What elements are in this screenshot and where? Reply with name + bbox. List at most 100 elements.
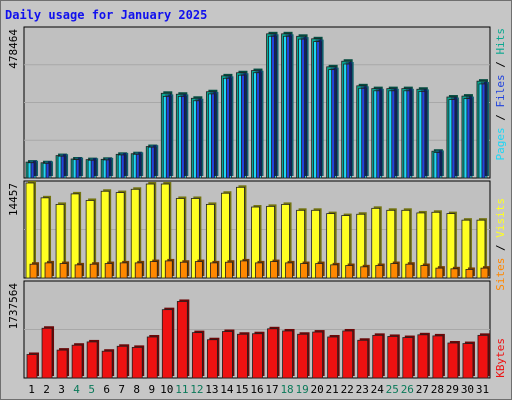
sites-bar [450, 266, 460, 279]
kbytes-bar [176, 299, 190, 379]
sites-bar [420, 263, 430, 279]
x-tick-label: 19 [295, 383, 308, 396]
kbytes-bar [146, 334, 160, 379]
kbytes-bar [56, 348, 70, 379]
y-max-label-hits: 478464 [7, 29, 20, 69]
kbytes-bar [41, 326, 55, 379]
sites-bar [194, 259, 205, 279]
kbytes-bar [206, 337, 220, 379]
kbytes-bar [267, 326, 280, 379]
x-tick-label: 31 [476, 383, 489, 396]
x-tick-label: 1 [28, 383, 35, 396]
sites-bar [315, 261, 325, 279]
files-bar [195, 98, 202, 179]
sites-bar [104, 261, 115, 279]
sites-bar [29, 262, 39, 279]
legend: Sites / Visits [494, 198, 507, 291]
files-bar [105, 157, 112, 179]
x-tick-label: 16 [250, 383, 263, 396]
sites-bar [164, 258, 175, 279]
kbytes-bar [402, 335, 415, 379]
sites-bar [134, 260, 145, 279]
legend-item: Files [494, 74, 507, 107]
files-bar [406, 88, 412, 179]
kbytes-bar [26, 352, 39, 379]
legend: Pages / Files / Hits [494, 28, 507, 161]
legend-separator: / [494, 55, 507, 75]
files-bar [391, 88, 397, 179]
files-bar [346, 62, 352, 179]
x-tick-label: 28 [431, 383, 444, 396]
files-bar [90, 158, 97, 179]
legend-separator: / [494, 238, 507, 258]
x-tick-label: 11 [175, 383, 188, 396]
sites-bar [255, 260, 265, 279]
sites-bar [435, 266, 445, 279]
files-bar [316, 39, 322, 179]
sites-bar [465, 267, 475, 279]
sites-bar [405, 262, 415, 279]
legend-item: Pages [494, 127, 507, 160]
sites-bar [44, 260, 55, 279]
files-bar [180, 94, 187, 179]
kbytes-bar [357, 338, 370, 379]
x-tick-label: 26 [401, 383, 414, 396]
x-tick-label: 7 [118, 383, 125, 396]
panel-visits: 14457 [7, 180, 491, 279]
sites-bar [270, 259, 280, 279]
x-tick-label: 15 [235, 383, 248, 396]
kbytes-bar [191, 330, 205, 379]
files-bar [150, 145, 157, 179]
sites-bar [285, 260, 295, 279]
chart-title: Daily usage for January 2025 [5, 8, 207, 22]
x-tick-label: 8 [133, 383, 140, 396]
kbytes-bar [86, 339, 100, 379]
panel-kbytes: 1737564 [7, 280, 491, 379]
files-bar [361, 86, 367, 179]
files-bar [30, 160, 36, 179]
kbytes-bar [131, 345, 145, 379]
x-tick-label: 18 [280, 383, 293, 396]
sites-bar [74, 262, 85, 279]
kbytes-bar [477, 333, 490, 379]
x-tick-label: 14 [220, 383, 234, 396]
files-bar [60, 154, 67, 179]
kbytes-bar [417, 332, 430, 379]
x-tick-label: 25 [386, 383, 399, 396]
kbytes-bar [252, 331, 265, 379]
kbytes-bar [312, 330, 325, 379]
legend: KBytes [494, 338, 507, 378]
x-tick-label: 21 [326, 383, 339, 396]
x-tick-label: 13 [205, 383, 218, 396]
files-bar [165, 94, 172, 179]
files-bar [286, 34, 292, 179]
x-tick-label: 12 [190, 383, 203, 396]
files-bar [481, 81, 487, 179]
kbytes-bar [447, 341, 460, 379]
sites-bar [330, 262, 340, 279]
kbytes-bar [372, 333, 385, 379]
sites-bar [59, 261, 70, 279]
x-tick-label: 6 [103, 383, 110, 396]
sites-bar [375, 263, 385, 279]
files-bar [75, 157, 82, 179]
kbytes-bar [237, 332, 250, 379]
x-tick-label: 24 [371, 383, 385, 396]
sites-bar [300, 261, 310, 279]
x-tick-label: 4 [73, 383, 80, 396]
files-bar [226, 76, 232, 179]
sites-bar [209, 260, 220, 279]
sites-bar [240, 258, 250, 279]
files-bar [271, 34, 277, 179]
sites-bar [480, 266, 490, 279]
files-bar [331, 67, 337, 179]
files-bar [466, 96, 472, 179]
sites-bar [89, 262, 100, 279]
legend-item: Hits [494, 28, 507, 55]
kbytes-bar [116, 344, 130, 379]
kbytes-bar [222, 329, 235, 379]
y-max-label-kbytes: 1737564 [7, 283, 20, 330]
x-tick-label: 17 [265, 383, 278, 396]
kbytes-bar [297, 332, 310, 379]
